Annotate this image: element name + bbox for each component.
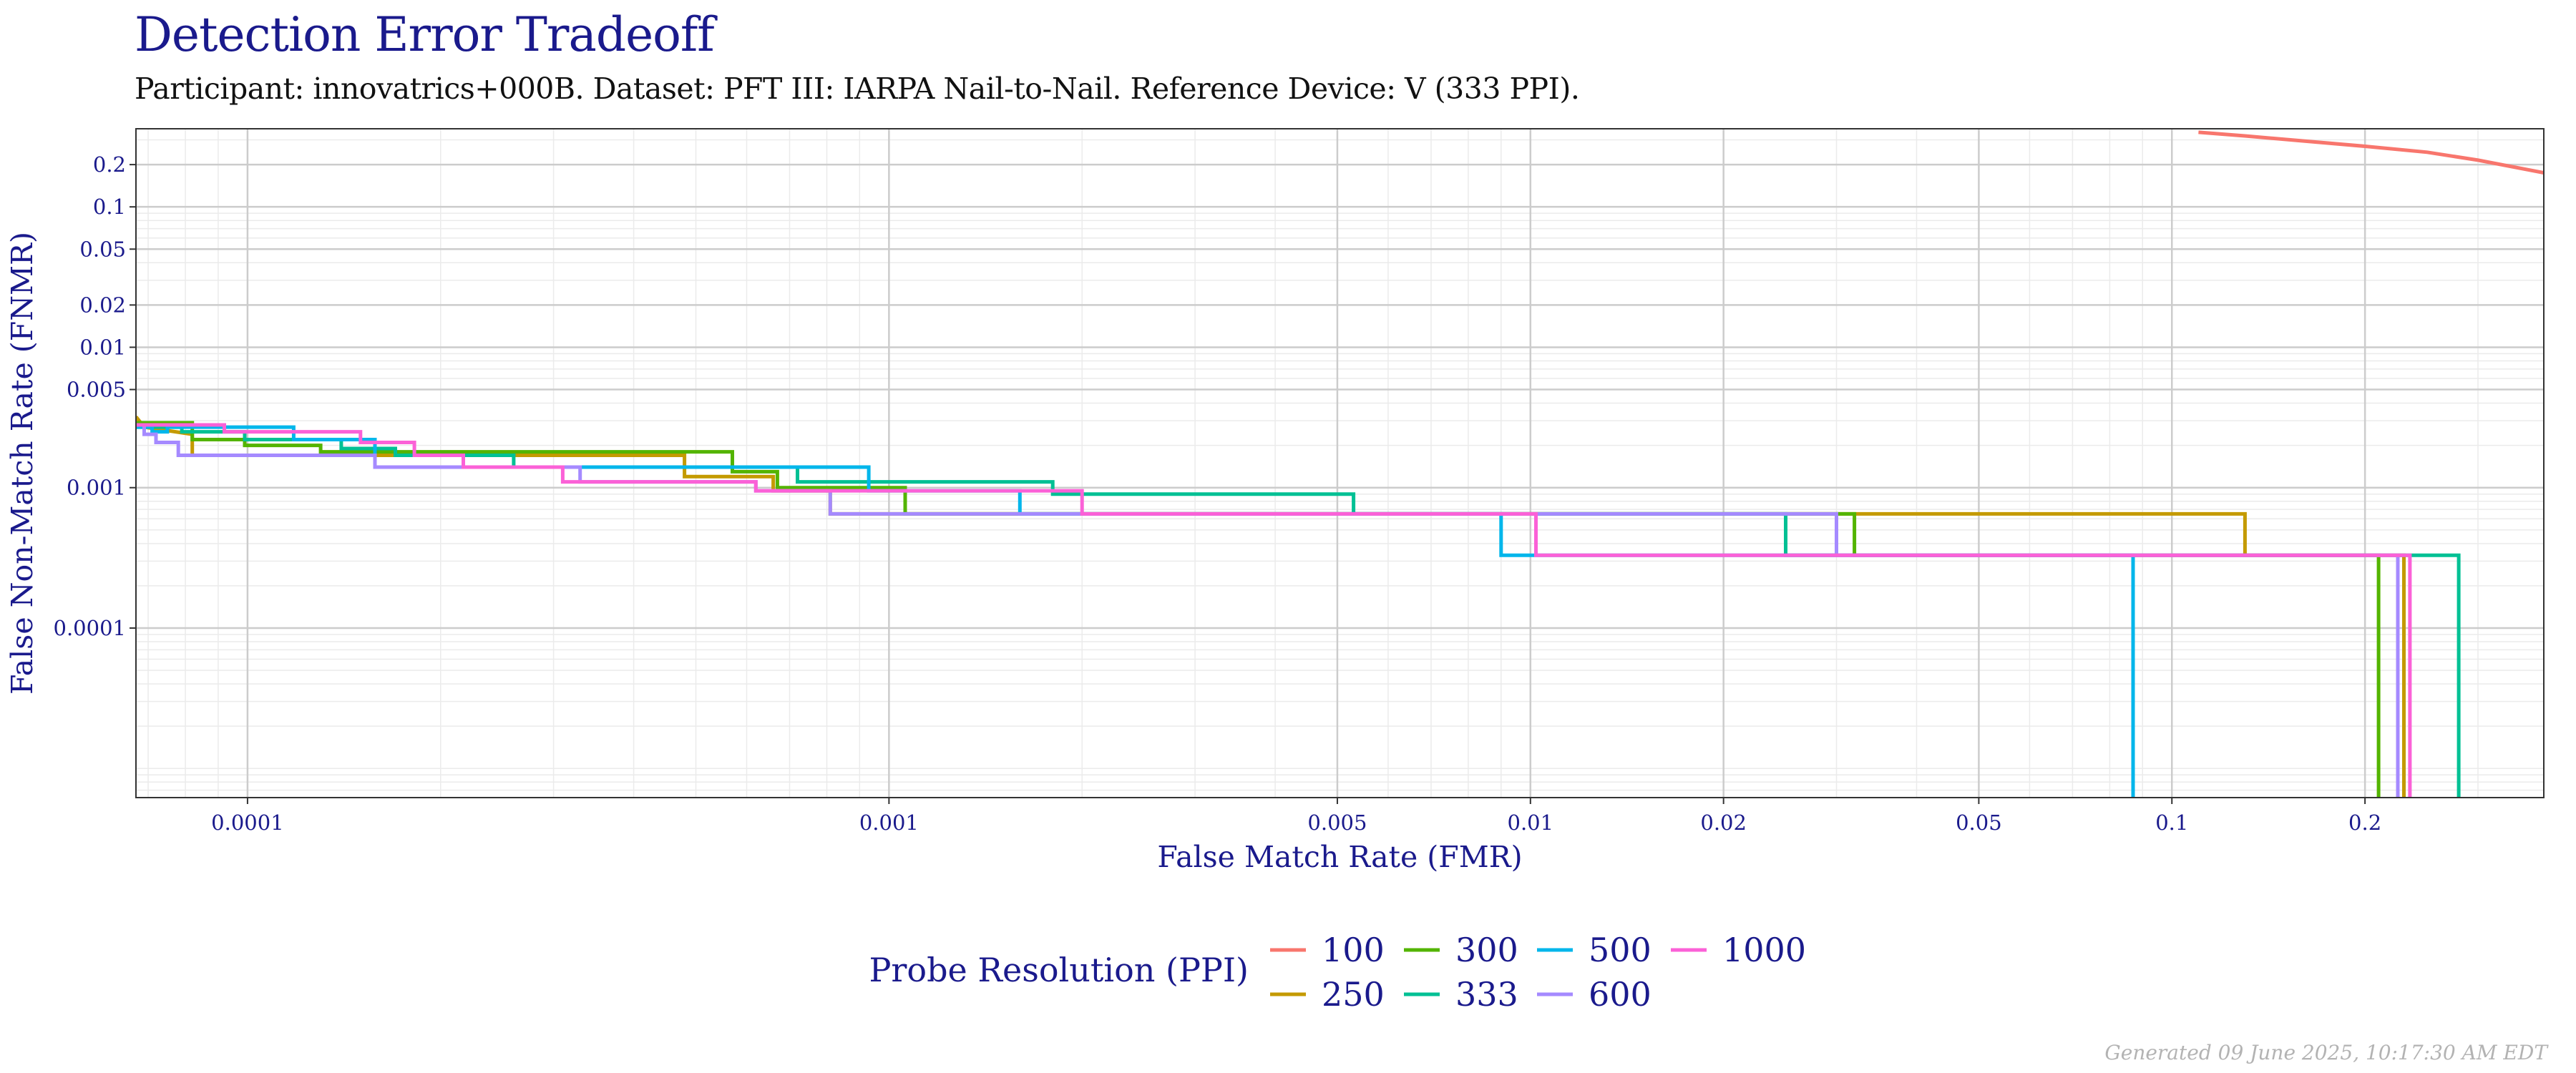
x-tick-label: 0.01 bbox=[1508, 810, 1554, 835]
y-tick-label: 0.2 bbox=[93, 152, 126, 177]
y-axis-title: False Non-Match Rate (FNMR) bbox=[5, 232, 39, 695]
y-tick-label: 0.005 bbox=[67, 378, 126, 402]
x-tick-label: 0.02 bbox=[1700, 810, 1747, 835]
y-tick-label: 0.1 bbox=[93, 195, 126, 219]
x-tick-label: 0.0001 bbox=[211, 810, 283, 835]
y-tick-label: 0.02 bbox=[79, 293, 126, 317]
y-tick-label: 0.0001 bbox=[54, 616, 126, 640]
legend-label-333: 333 bbox=[1455, 975, 1518, 1014]
legend-label-250: 250 bbox=[1322, 975, 1385, 1014]
minor-gridlines bbox=[136, 129, 2544, 798]
legend-label-1000: 1000 bbox=[1722, 931, 1806, 969]
series-line-250 bbox=[136, 416, 2406, 798]
legend-label-100: 100 bbox=[1322, 931, 1385, 969]
x-axis-title: False Match Rate (FMR) bbox=[1157, 840, 1522, 874]
y-tick-label: 0.001 bbox=[67, 476, 126, 500]
series-line-600 bbox=[136, 423, 2400, 798]
plot-border bbox=[135, 128, 2545, 798]
chart-subtitle: Participant: innovatrics+000B. Dataset: … bbox=[135, 72, 1580, 106]
x-tick-label: 0.1 bbox=[2155, 810, 2188, 835]
series-line-500 bbox=[136, 425, 2135, 798]
x-tick-label: 0.001 bbox=[859, 810, 919, 835]
x-tick-label: 0.2 bbox=[2348, 810, 2381, 835]
y-tick-label: 0.05 bbox=[79, 237, 126, 261]
x-axis: 0.0001 0.001 0.005 0.01 0.02 0.05 0.1 0.2 bbox=[211, 798, 2381, 835]
chart-title: Detection Error Tradeoff bbox=[135, 7, 715, 62]
series-line-1000 bbox=[136, 423, 2412, 798]
x-tick-label: 0.005 bbox=[1307, 810, 1367, 835]
series-line-333 bbox=[136, 425, 2461, 798]
y-tick-label: 0.01 bbox=[79, 335, 126, 359]
legend-label-600: 600 bbox=[1589, 975, 1652, 1014]
legend-title: Probe Resolution (PPI) bbox=[869, 951, 1249, 989]
series-line-300 bbox=[136, 421, 2381, 798]
major-gridlines bbox=[136, 129, 2544, 798]
series-line-100 bbox=[2198, 130, 2544, 175]
generated-timestamp: Generated 09 June 2025, 10:17:30 AM EDT bbox=[2104, 1041, 2547, 1064]
legend: Probe Resolution (PPI) 100 250 300 333 500 60… bbox=[869, 931, 1806, 1014]
legend-items: 100 250 300 333 500 600 1000 bbox=[1270, 931, 1806, 1014]
legend-label-500: 500 bbox=[1589, 931, 1652, 969]
y-axis: 0.2 0.1 0.05 0.02 0.01 0.005 0.001 0.0001 bbox=[54, 152, 136, 640]
series-layer bbox=[136, 130, 2544, 798]
legend-label-300: 300 bbox=[1455, 931, 1518, 969]
x-tick-label: 0.05 bbox=[1956, 810, 2002, 835]
